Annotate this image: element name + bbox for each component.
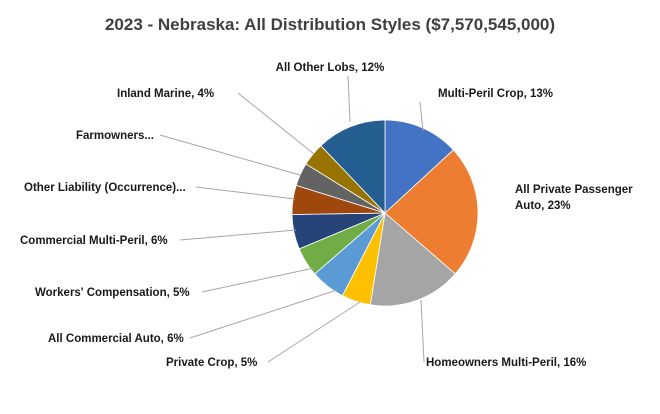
leader-line-homeowners-multi-peril [420,299,425,363]
slice-label-other-liability-occurrence: Other Liability (Occurrence)... [24,182,186,194]
leader-line-inland-marine [237,92,315,155]
leader-line-all-commercial-auto [189,289,338,339]
slice-label-farmowners: Farmowners... [76,130,154,142]
leader-line-multi-peril-crop [419,101,424,132]
slice-label-commercial-multi-peril: Commercial Multi-Peril, 6% [20,235,168,247]
slice-label-inland-marine: Inland Marine, 4% [117,88,214,100]
leader-lines [159,75,425,363]
slice-label-private-crop: Private Crop, 5% [166,357,257,369]
leader-line-other-liability-occurrence [195,186,296,200]
leader-line-private-crop [267,301,361,363]
pie-slices [291,119,479,307]
pie-slice-all-other-lobs [320,119,386,214]
slice-label-all-other-lobs: All Other Lobs, 12% [276,62,385,74]
slice-label-workers-compensation: Workers' Compensation, 5% [35,287,190,299]
leader-line-workers-compensation [201,267,315,293]
leader-line-commercial-multi-peril [179,229,297,241]
chart-title: 2023 - Nebraska: All Distribution Styles… [105,15,555,34]
leader-line-farmowners [159,134,301,176]
slice-label-all-commercial-auto: All Commercial Auto, 6% [48,333,184,345]
slice-labels: Multi-Peril Crop, 13% All Private Passeng… [20,62,633,369]
slice-label-multi-peril-crop: Multi-Peril Crop, 13% [438,88,553,100]
slice-label-homeowners-multi-peril: Homeowners Multi-Peril, 16% [426,357,586,369]
slice-label-all-private-passenger-auto: All Private Passenger Auto, 23% [515,184,633,212]
pie-slice-all-private-passenger-auto [384,149,479,275]
pie-slice-homeowners-multi-peril [369,212,456,307]
leader-line-all-other-lobs [347,75,351,123]
